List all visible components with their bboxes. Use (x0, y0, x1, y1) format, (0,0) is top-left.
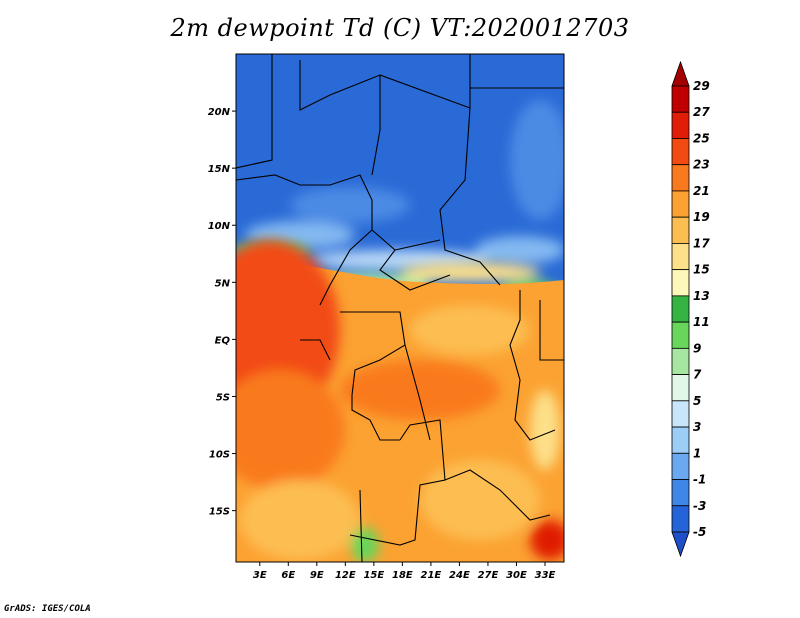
lon-tick-label: 24E (449, 570, 470, 581)
lon-tick-label: 3E (253, 570, 267, 581)
lon-tick-label: 21E (421, 570, 442, 581)
colorbar-label: 17 (693, 236, 710, 250)
colorbar-swatch (671, 426, 690, 454)
credit-text: GrADS: IGES/COLA (4, 604, 91, 614)
colorbar-swatch (671, 400, 690, 428)
lat-tick-label: 5S (216, 392, 230, 403)
colorbar-swatch (671, 479, 690, 507)
longitude-axis: 3E 6E 9E 12E 15E 18E 21E 24E 27E 30E 33E (253, 562, 556, 581)
lat-tick-label: 5N (215, 278, 231, 289)
colorbar-swatch (671, 374, 690, 402)
colorbar-label: 25 (693, 131, 710, 145)
colorbar-swatch (671, 190, 690, 218)
lon-tick-label: 33E (535, 570, 556, 581)
colorbar-label: 27 (693, 105, 710, 119)
colorbar-label: -3 (693, 499, 706, 513)
lat-tick-label: 10S (209, 450, 230, 461)
colorbar-swatch (671, 269, 690, 297)
colorbar-swatch (671, 216, 690, 244)
colorbar-swatch (671, 452, 690, 480)
lat-tick-label: 10N (208, 221, 231, 232)
colorbar-label: 1 (693, 446, 701, 460)
lat-tick-label: 15N (208, 164, 231, 175)
colorbar-label: 19 (693, 210, 710, 224)
colorbar-swatch (671, 347, 690, 375)
colorbar-label: 3 (693, 420, 701, 434)
colorbar-label: 15 (693, 263, 710, 277)
lon-tick-label: 9E (310, 570, 324, 581)
lat-tick-label: 15S (209, 507, 230, 518)
colorbar-swatch (671, 505, 690, 533)
colorbar-swatch (671, 85, 690, 113)
colorbar-bottom-arrow (671, 531, 690, 558)
colorbar-label: -5 (693, 525, 706, 539)
lon-tick-label: 18E (392, 570, 413, 581)
colorbar-top-arrow (671, 60, 690, 87)
colorbar-label: 7 (693, 368, 702, 382)
lat-tick-label: EQ (215, 335, 231, 346)
colorbar-label: 29 (693, 79, 710, 93)
lon-tick-label: 30E (506, 570, 527, 581)
colorbar-label: -1 (693, 473, 706, 487)
lon-tick-label: 15E (363, 570, 384, 581)
colorbar-swatch (671, 111, 690, 139)
colorbar-swatch (671, 138, 690, 166)
map-frame (235, 53, 565, 563)
map-title: 2m dewpoint Td (C) VT:2020012703 (170, 14, 630, 42)
lon-tick-label: 27E (478, 570, 499, 581)
colorbar: 29 27 25 23 21 19 17 15 13 11 9 7 5 3 1 -1 -3 -5 (671, 60, 710, 558)
colorbar-swatch (671, 243, 690, 271)
colorbar-swatch (671, 164, 690, 192)
latitude-axis: 20N 15N 10N 5N EQ 5S 10S 15S (208, 107, 236, 518)
field-layer (236, 54, 564, 562)
lat-tick-label: 20N (208, 107, 231, 118)
colorbar-label: 9 (693, 341, 701, 355)
colorbar-swatch (671, 295, 690, 323)
colorbar-label: 13 (693, 289, 710, 303)
lon-tick-label: 12E (335, 570, 356, 581)
colorbar-label: 23 (693, 158, 710, 172)
colorbar-swatch (671, 321, 690, 349)
colorbar-label: 21 (693, 184, 710, 198)
colorbar-label: 5 (693, 394, 701, 408)
colorbar-label: 11 (693, 315, 710, 329)
lon-tick-label: 6E (281, 570, 295, 581)
